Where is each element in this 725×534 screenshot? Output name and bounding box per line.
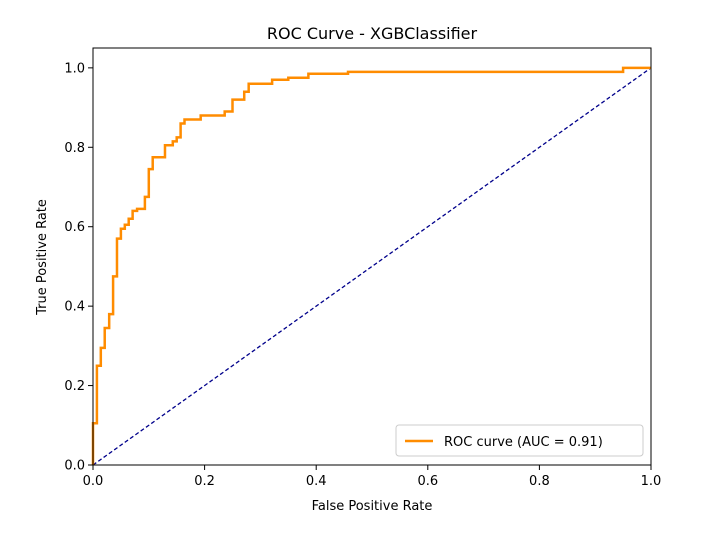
- x-tick-label: 1.0: [641, 474, 662, 489]
- x-tick-label: 0.6: [417, 474, 438, 489]
- x-tick-label: 0.8: [529, 474, 550, 489]
- y-tick-label: 0.8: [64, 141, 85, 156]
- roc-curve-line: [91, 66, 651, 465]
- y-tick-label: 0.6: [64, 220, 85, 235]
- y-tick-label: 0.2: [64, 379, 85, 394]
- y-tick-label: 0.0: [64, 459, 85, 474]
- y-tick-label: 1.0: [64, 61, 85, 76]
- plot-lines: [91, 66, 652, 466]
- y-tick-label: 0.4: [64, 300, 85, 315]
- y-axis: 0.0 0.2 0.4 0.6 0.8 1.0: [64, 61, 93, 474]
- y-axis-label: True Positive Rate: [35, 199, 50, 316]
- plot-frame: [92, 47, 652, 466]
- x-axis-label: False Positive Rate: [312, 499, 433, 514]
- x-tick-label: 0.4: [306, 474, 327, 489]
- x-tick-label: 0.0: [83, 474, 104, 489]
- x-axis: 0.0 0.2 0.4 0.6 0.8 1.0: [83, 465, 662, 489]
- legend-box: [395, 424, 644, 457]
- legend-label: ROC curve (AUC = 0.91): [444, 435, 603, 450]
- chart-title: ROC Curve - XGBClassifier: [267, 24, 478, 43]
- legend: ROC curve (AUC = 0.91): [395, 424, 644, 457]
- x-tick-label: 0.2: [194, 474, 215, 489]
- chance-diagonal-line: [92, 67, 652, 466]
